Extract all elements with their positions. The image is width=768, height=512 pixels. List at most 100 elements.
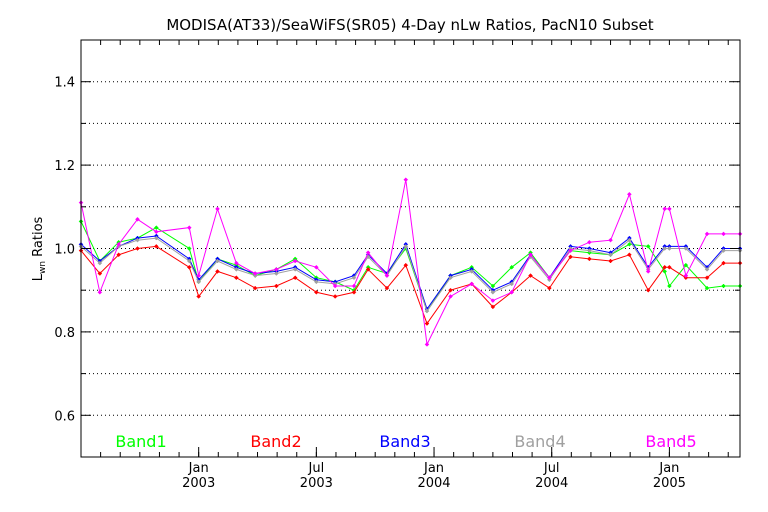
data-point-band2 bbox=[587, 256, 592, 262]
data-point-band2 bbox=[252, 285, 258, 291]
series-line-band4 bbox=[80, 237, 740, 313]
y-tick-label: 0.8 bbox=[54, 326, 75, 341]
data-point-band4 bbox=[314, 279, 319, 285]
data-point-band4 bbox=[683, 246, 689, 251]
data-point-band2 bbox=[186, 264, 192, 270]
data-point-band4 bbox=[196, 279, 202, 285]
data-point-band2 bbox=[116, 252, 122, 258]
data-point-band1 bbox=[721, 283, 726, 289]
data-point-band5 bbox=[721, 231, 726, 237]
x-tick-label-year: 2004 bbox=[535, 476, 568, 491]
data-point-band2 bbox=[704, 275, 710, 281]
y-tick-label: 0.6 bbox=[54, 409, 75, 424]
data-point-band4 bbox=[153, 235, 159, 241]
data-point-band2 bbox=[627, 252, 632, 258]
legend: Band1 Band2 Band3 Band4 Band5 bbox=[115, 432, 696, 451]
data-point-band1 bbox=[667, 283, 672, 289]
data-point-band5 bbox=[469, 281, 475, 287]
data-point-band1 bbox=[627, 241, 632, 247]
y-axis-label-rest: Ratios bbox=[31, 216, 46, 261]
data-point-band4 bbox=[667, 246, 672, 251]
data-point-band2 bbox=[273, 283, 279, 289]
data-point-band2 bbox=[215, 269, 220, 274]
data-point-band2 bbox=[97, 271, 103, 276]
data-point-band2 bbox=[351, 289, 357, 295]
data-point-band2 bbox=[448, 287, 453, 293]
data-point-band5 bbox=[135, 216, 140, 222]
x-tick-label-month: Jul bbox=[308, 461, 325, 476]
data-point-band5 bbox=[365, 250, 371, 256]
data-point-band1 bbox=[704, 285, 710, 291]
data-point-band2 bbox=[233, 275, 239, 281]
series-line-band1 bbox=[80, 221, 740, 313]
data-point-band5 bbox=[384, 273, 390, 278]
data-point-band1 bbox=[683, 262, 689, 268]
data-point-band2 bbox=[528, 273, 533, 278]
data-point-band2 bbox=[384, 285, 390, 291]
data-point-band1 bbox=[645, 244, 651, 249]
data-point-band1 bbox=[186, 246, 192, 251]
data-point-band4 bbox=[403, 244, 409, 249]
data-point-band4 bbox=[292, 266, 298, 272]
x-tick-label-month: Jul bbox=[543, 461, 560, 476]
chart-title: MODISA(AT33)/SeaWiFS(SR05) 4-Day nLw Rat… bbox=[166, 16, 653, 34]
y-axis-label-main: L bbox=[31, 273, 46, 281]
x-tick-label-month: Jan bbox=[423, 461, 444, 476]
data-point-band4 bbox=[448, 275, 453, 281]
data-point-band2 bbox=[645, 287, 651, 293]
axis-layer: 0.60.81.01.21.4Jan2003Jul2003Jan2004Jul2… bbox=[54, 40, 740, 491]
legend-label-band2: Band2 bbox=[250, 432, 301, 451]
data-point-band5 bbox=[351, 283, 357, 289]
y-tick-label: 1.2 bbox=[54, 159, 75, 174]
data-point-band5 bbox=[509, 289, 515, 295]
data-point-band4 bbox=[186, 258, 192, 264]
data-point-band5 bbox=[424, 342, 430, 347]
data-point-band2 bbox=[490, 304, 496, 310]
data-point-band4 bbox=[587, 248, 592, 253]
data-point-band4 bbox=[424, 308, 430, 314]
data-point-band5 bbox=[667, 206, 672, 212]
series-line-band5 bbox=[80, 179, 740, 347]
data-point-band5 bbox=[186, 225, 192, 231]
data-point-band4 bbox=[469, 269, 475, 274]
data-point-band5 bbox=[332, 283, 338, 289]
series-line-band3 bbox=[80, 235, 740, 311]
data-point-band5 bbox=[196, 273, 202, 278]
data-point-band4 bbox=[215, 258, 220, 264]
data-point-band4 bbox=[233, 266, 239, 272]
data-point-band2 bbox=[403, 262, 409, 268]
data-point-band2 bbox=[153, 244, 159, 249]
data-point-band2 bbox=[196, 294, 202, 299]
data-point-band2 bbox=[721, 260, 726, 266]
data-point-band4 bbox=[627, 237, 632, 243]
y-axis-label: Lwn Ratios bbox=[31, 216, 48, 281]
data-point-band5 bbox=[233, 260, 239, 266]
data-point-band2 bbox=[662, 264, 668, 270]
data-point-band4 bbox=[509, 281, 515, 287]
data-point-band5 bbox=[448, 294, 453, 299]
data-point-band4 bbox=[273, 271, 279, 276]
data-point-band5 bbox=[645, 269, 651, 274]
data-point-band5 bbox=[683, 273, 689, 278]
legend-label-band3: Band3 bbox=[379, 432, 430, 451]
data-point-band4 bbox=[608, 252, 613, 258]
data-point-band1 bbox=[662, 269, 668, 274]
x-tick-label-year: 2005 bbox=[653, 476, 686, 491]
data-point-band2 bbox=[608, 258, 613, 264]
data-point-band2 bbox=[135, 246, 140, 251]
data-point-band2 bbox=[292, 275, 298, 281]
data-point-band5 bbox=[153, 229, 159, 235]
data-point-band5 bbox=[587, 239, 592, 245]
data-point-band5 bbox=[704, 231, 710, 237]
data-point-band4 bbox=[704, 266, 710, 272]
data-point-band5 bbox=[292, 258, 298, 264]
grid-lines bbox=[81, 81, 740, 416]
data-point-band5 bbox=[568, 248, 573, 253]
y-axis-label-subscript: wn bbox=[38, 261, 48, 274]
legend-label-band5: Band5 bbox=[645, 432, 696, 451]
data-point-band2 bbox=[424, 321, 430, 326]
legend-label-band1: Band1 bbox=[115, 432, 166, 451]
series-line-band2 bbox=[80, 245, 740, 325]
x-tick-label-year: 2003 bbox=[300, 476, 333, 491]
